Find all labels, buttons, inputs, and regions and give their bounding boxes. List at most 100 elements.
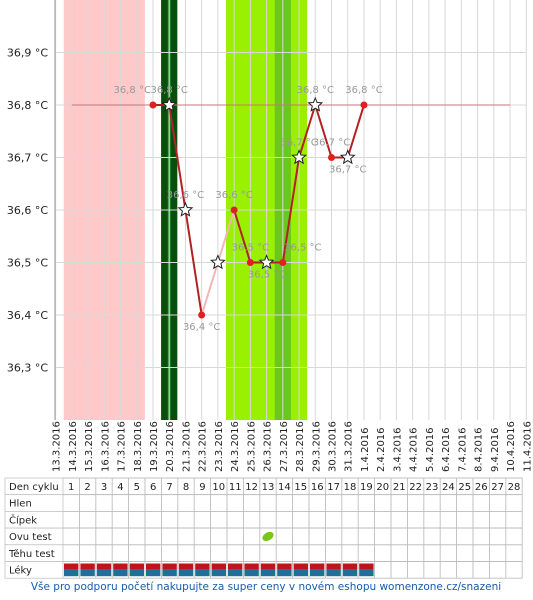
leky-mark-top — [129, 563, 144, 570]
data-label: 36,8 °C — [297, 85, 334, 96]
row-label: Hlen — [9, 499, 32, 510]
y-tick-label: 36,6 °C — [7, 204, 48, 217]
x-tick-label: 27.3.2016 — [279, 421, 290, 472]
x-tick-label: 11.4.2016 — [522, 421, 533, 472]
x-tick-label: 24.3.2016 — [230, 421, 241, 472]
day-number: 23 — [426, 482, 439, 493]
leky-mark-bottom — [228, 569, 243, 577]
x-tick-label: 15.3.2016 — [84, 421, 95, 472]
row-label: Den cyklu — [9, 482, 59, 493]
temperature-line — [281, 157, 301, 263]
day-number: 7 — [166, 482, 172, 493]
table-cell — [505, 561, 523, 579]
leky-mark-top — [113, 563, 128, 570]
x-tick-label: 13.3.2016 — [52, 421, 63, 472]
x-tick-label: 9.4.2016 — [490, 427, 501, 472]
leky-mark-bottom — [129, 569, 144, 577]
leky-mark-top — [195, 563, 210, 570]
day-number: 20 — [376, 482, 389, 493]
leky-mark-top — [244, 563, 259, 570]
x-tick-label: 23.3.2016 — [214, 421, 225, 472]
y-tick-label: 36,7 °C — [7, 152, 48, 165]
y-tick-label: 36,8 °C — [7, 99, 48, 112]
data-label: 36,5 °C — [248, 270, 285, 281]
star-marker — [209, 254, 226, 270]
x-tick-label: 2.4.2016 — [376, 427, 387, 472]
day-number: 22 — [409, 482, 422, 493]
y-tick-label: 36,4 °C — [7, 309, 48, 322]
day-number: 1 — [68, 482, 74, 493]
star-marker — [339, 149, 356, 165]
x-tick-label: 26.3.2016 — [263, 421, 274, 472]
leky-mark-top — [277, 563, 292, 570]
dot-marker — [198, 311, 206, 319]
day-number: 26 — [475, 482, 488, 493]
data-label: 36,5 °C — [232, 243, 269, 254]
leky-mark-top — [64, 563, 79, 570]
day-number: 2 — [84, 482, 90, 493]
data-label: 36,6 °C — [215, 190, 252, 201]
x-tick-label: 4.4.2016 — [409, 427, 420, 472]
leky-mark-top — [80, 563, 95, 570]
data-label: 36,8 °C — [345, 85, 382, 96]
leky-mark-top — [228, 563, 243, 570]
leky-mark-top — [146, 563, 161, 570]
leky-mark-bottom — [277, 569, 292, 577]
x-tick-label: 25.3.2016 — [246, 421, 257, 472]
x-tick-label: 14.3.2016 — [68, 421, 79, 472]
y-tick-label: 36,3 °C — [7, 362, 48, 375]
leky-mark-top — [359, 563, 374, 570]
day-number: 28 — [508, 482, 521, 493]
dot-marker — [246, 259, 254, 266]
x-tick-label: 8.4.2016 — [474, 427, 485, 472]
dot-marker — [328, 154, 336, 161]
temperature-line — [346, 104, 365, 158]
day-number: 13 — [262, 482, 275, 493]
temperature-line — [168, 104, 187, 211]
day-number: 16 — [311, 482, 324, 493]
row-label: Léky — [9, 565, 32, 577]
table-row — [4, 494, 523, 512]
day-number: 18 — [344, 482, 357, 493]
leky-mark-bottom — [326, 569, 341, 577]
day-number: 21 — [393, 482, 406, 493]
leky-mark-top — [342, 563, 358, 570]
y-tick-label: 36,5 °C — [7, 257, 48, 270]
temperature-line — [216, 209, 236, 263]
day-number: 27 — [491, 482, 504, 493]
data-label: 36,8 °C — [114, 85, 151, 96]
x-tick-label: 21.3.2016 — [181, 421, 192, 472]
x-tick-label: 18.3.2016 — [133, 421, 144, 472]
dot-marker — [230, 206, 238, 214]
x-tick-label: 7.4.2016 — [457, 427, 468, 472]
temperature-line — [184, 209, 203, 316]
x-tick-label: 10.4.2016 — [506, 421, 517, 472]
x-tick-label: 1.4.2016 — [360, 427, 371, 472]
leky-mark-bottom — [359, 569, 374, 577]
leky-mark-bottom — [310, 569, 325, 577]
row-label: Těhu test — [8, 548, 55, 560]
data-label: 36,5 °C — [284, 243, 321, 254]
footer-link[interactable]: Vše pro podporu početí nakupujte za supe… — [31, 581, 501, 593]
leky-mark-bottom — [260, 569, 276, 577]
leky-mark-bottom — [244, 569, 259, 577]
row-label: Ovu test — [9, 532, 52, 543]
leky-mark-bottom — [162, 569, 177, 577]
leky-mark-bottom — [293, 569, 308, 577]
day-number: 12 — [245, 482, 258, 493]
day-number: 6 — [150, 482, 156, 493]
x-tick-label: 29.3.2016 — [311, 421, 322, 472]
leky-mark-bottom — [96, 569, 112, 577]
star-marker — [307, 96, 324, 112]
day-number: 9 — [199, 482, 205, 493]
temperature-line — [233, 209, 252, 263]
leky-mark-bottom — [64, 569, 79, 577]
day-number: 11 — [229, 482, 242, 493]
leky-mark-bottom — [178, 569, 194, 577]
y-tick-label: 36,9 °C — [7, 47, 48, 60]
x-tick-label: 30.3.2016 — [328, 421, 339, 472]
leky-mark-top — [310, 563, 325, 570]
day-number: 8 — [183, 482, 189, 493]
leky-mark-bottom — [80, 569, 95, 577]
